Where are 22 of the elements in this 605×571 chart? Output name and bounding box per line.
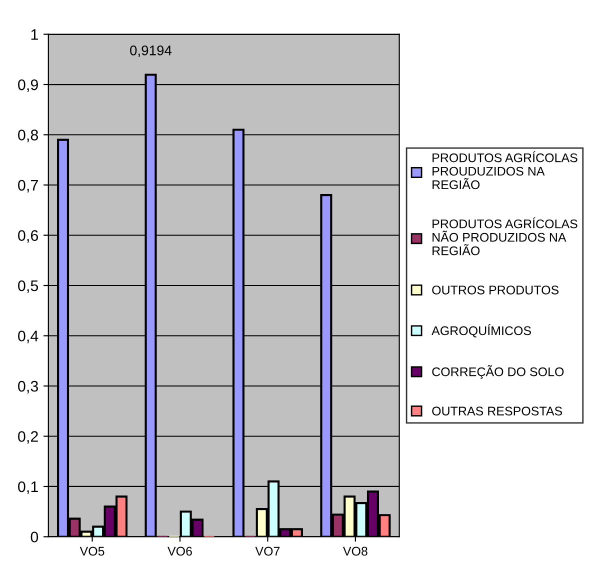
data-label: 0,9194 [130,46,172,57]
y-tick-label: 1 [31,29,38,40]
legend-label: AGROQUÍMICOS [432,324,531,338]
x-tick-label: VO7 [255,546,280,556]
legend-label: OUTRAS RESPOSTAS [432,406,562,416]
x-tick-label: VO6 [168,546,192,556]
y-tick-label: 0,1 [18,481,38,494]
y-tick-label: 0,3 [18,380,38,394]
legend-label: OUTROS PRODUTOS [432,286,559,294]
x-tick-label: VO8 [342,546,368,556]
y-tick-label: 0,5 [18,280,38,293]
y-tick-label: 0,4 [18,330,38,344]
legend-label: PRODUTOS AGRÍCOLAS PROUDUZIDOS NA REGIÃO [432,151,578,190]
y-tick-label: 0,9 [18,79,38,92]
x-tick-label: VO5 [80,546,104,556]
y-tick-label: 0,8 [18,130,38,142]
y-tick-label: 0,6 [18,230,38,243]
y-tick-label: 0 [30,532,38,542]
y-tick-label: 0,7 [18,180,38,192]
legend-label: PRODUTOS AGRÍCOLAS NÃO PRODUZIDOS NA REGIÃO [432,217,578,256]
y-tick-label: 0,2 [18,431,38,444]
legend-label: CORREÇÃO DO SOLO [432,365,564,379]
